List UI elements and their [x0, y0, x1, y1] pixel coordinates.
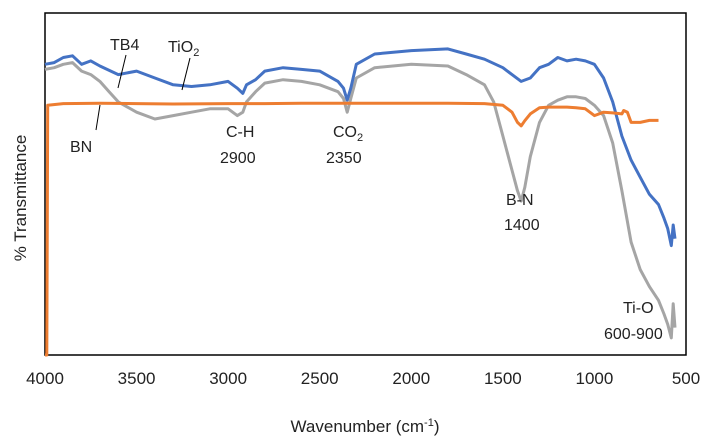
- annotation-tb4: TB4: [110, 37, 139, 54]
- annotation-tio2-sub: 2: [193, 47, 199, 59]
- tb4-leader-line: [117, 54, 127, 89]
- annotation-ch: C-H: [226, 124, 254, 141]
- series-line-tb4: [44, 61, 677, 340]
- x-tick-labels: 4000 3500 3000 2500 2000 1500 1000 500: [26, 369, 700, 388]
- bn-leader-line: [95, 104, 101, 131]
- x-tick-label-3000: 3000: [209, 369, 247, 388]
- annotation-tio2: TiO2: [168, 39, 199, 59]
- annotation-co2: CO2: [333, 124, 363, 144]
- x-tick-label-500: 500: [672, 369, 700, 388]
- annotation-tio: Ti-O: [623, 300, 654, 317]
- annotation-bn-peak: B-N: [506, 192, 534, 209]
- annotation-bn: BN: [70, 139, 92, 156]
- annotation-ch-wavenumber: 2900: [220, 150, 256, 167]
- x-axis-title-sup: -1: [424, 417, 434, 429]
- x-tick-label-1000: 1000: [576, 369, 614, 388]
- x-axis-title-close: ): [434, 417, 440, 436]
- annotation-tio2-base: TiO: [168, 39, 193, 56]
- annotation-co2-sub: 2: [357, 132, 363, 144]
- plot-frame: [44, 12, 687, 356]
- x-tick-label-4000: 4000: [26, 369, 64, 388]
- x-tick-label-1500: 1500: [484, 369, 522, 388]
- x-tick-label-2000: 2000: [392, 369, 430, 388]
- tio2-leader-line: [181, 57, 191, 91]
- x-tick-label-3500: 3500: [118, 369, 156, 388]
- x-axis-title: Wavenumber (cm-1): [291, 417, 440, 436]
- y-axis-title: % Transmittance: [11, 135, 30, 262]
- annotation-co2-base: CO: [333, 124, 357, 141]
- annotation-bn-wavenumber: 1400: [504, 217, 540, 234]
- series-line-tio2: [44, 47, 677, 248]
- annotation-co2-wavenumber: 2350: [326, 150, 362, 167]
- series-layer: [44, 47, 677, 357]
- x-tick-label-2500: 2500: [301, 369, 339, 388]
- series-line-bn: [45, 101, 659, 357]
- annotation-tio-range: 600-900: [604, 326, 663, 343]
- x-axis-title-main: Wavenumber (cm: [291, 417, 425, 436]
